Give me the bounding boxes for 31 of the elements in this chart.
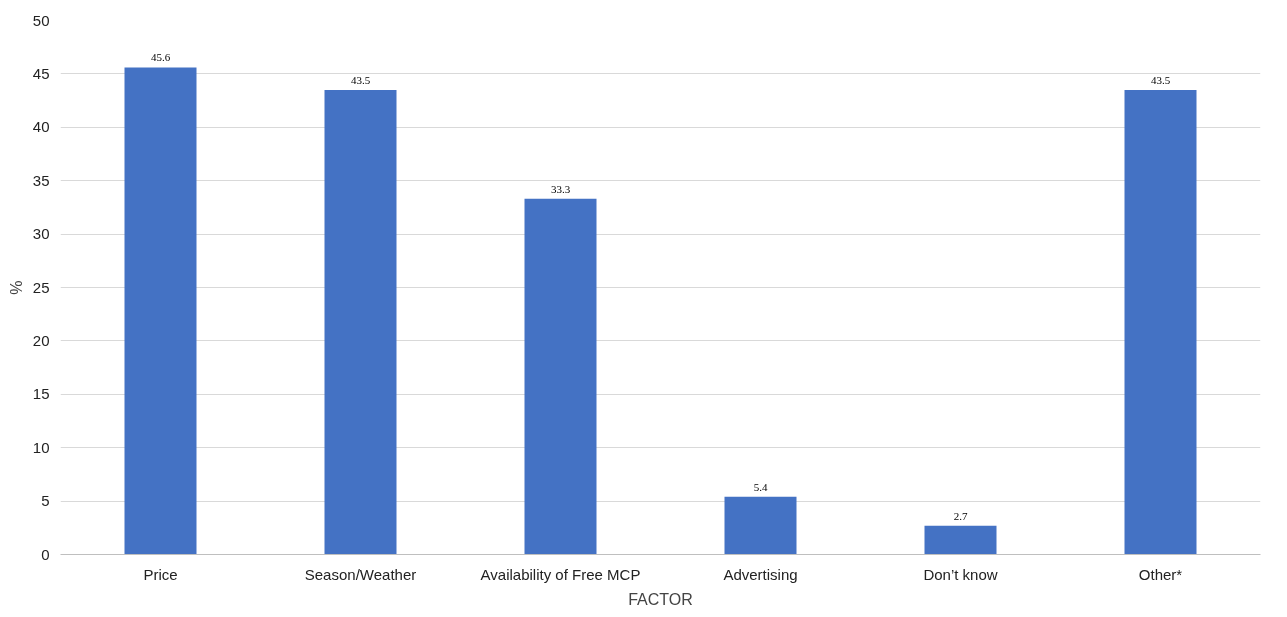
x-axis-title: FACTOR bbox=[628, 590, 693, 608]
x-tick-label: Season/Weather bbox=[304, 565, 417, 583]
data-label: 45.6 bbox=[150, 51, 171, 64]
y-tick-label: 0 bbox=[41, 545, 50, 563]
data-label: 43.5 bbox=[1150, 73, 1171, 86]
x-tick-label: Don’t know bbox=[923, 565, 998, 583]
data-label: 2.7 bbox=[953, 509, 968, 522]
data-label: 43.5 bbox=[350, 73, 371, 86]
bar bbox=[124, 67, 197, 555]
bar bbox=[1124, 89, 1197, 555]
y-tick-label: 40 bbox=[32, 118, 50, 136]
y-tick-label: 25 bbox=[32, 278, 50, 296]
bar bbox=[524, 198, 597, 555]
y-axis-title: % bbox=[7, 280, 25, 295]
y-tick-label: 10 bbox=[32, 438, 50, 456]
x-tick-label: Advertising bbox=[723, 565, 798, 583]
y-tick-label: 15 bbox=[32, 385, 50, 403]
bar bbox=[724, 496, 797, 555]
y-tick-label: 50 bbox=[32, 11, 50, 29]
y-tick-label: 45 bbox=[32, 64, 50, 82]
x-tick-label: Other* bbox=[1138, 565, 1183, 583]
y-tick-label: 30 bbox=[32, 225, 50, 243]
y-tick-label: 5 bbox=[41, 492, 50, 510]
bar bbox=[324, 89, 397, 555]
data-label: 33.3 bbox=[550, 182, 571, 195]
data-label: 5.4 bbox=[753, 480, 768, 493]
bar bbox=[924, 525, 997, 555]
x-tick-label: Price bbox=[143, 565, 178, 583]
y-tick-label: 35 bbox=[32, 171, 50, 189]
y-tick-label: 20 bbox=[32, 331, 50, 349]
x-tick-label: Availability of Free MCP bbox=[480, 565, 641, 583]
